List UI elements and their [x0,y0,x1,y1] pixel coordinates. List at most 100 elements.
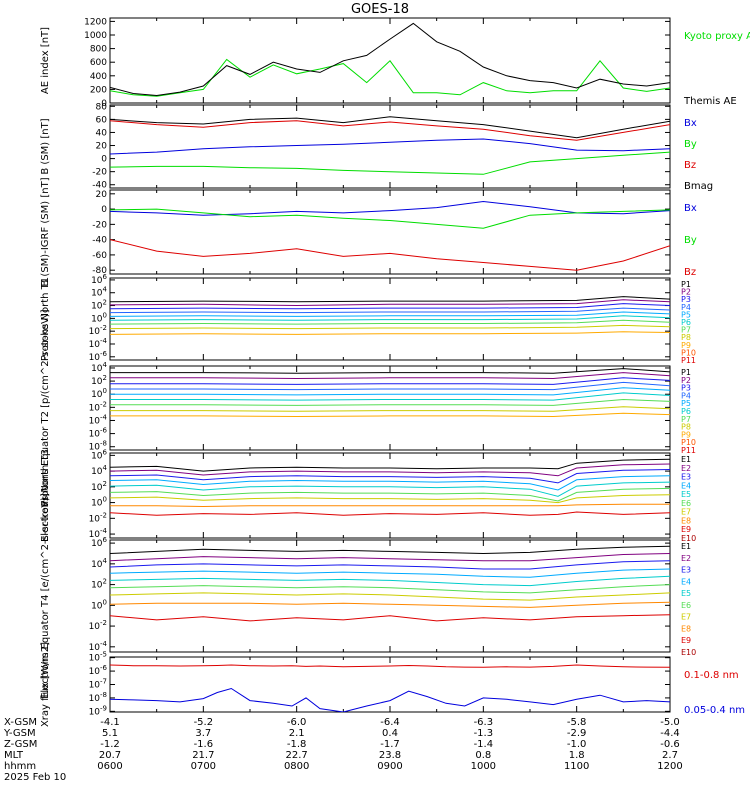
y-tick-label: 102 [91,480,107,493]
x-tick-label: 1000 [471,761,496,772]
series-line-p4 [110,381,670,391]
y-tick-label: 102 [91,578,107,591]
legend-entry: P6 [681,318,691,327]
legend-entry: E1 [681,542,691,551]
legend-entry: Bmag [684,181,713,192]
legend-entry: P8 [681,423,691,432]
legend-entry: E4 [681,481,691,490]
time-row-value: -1.4 [474,739,494,750]
legend-entry: P8 [681,333,691,342]
time-row-value: -6.4 [380,717,400,728]
series-line-e3 [110,469,670,484]
y-tick-label: 104 [91,464,107,477]
legend-entry: P2 [681,376,691,385]
legend-entry: P9 [681,341,691,350]
series-line-kyoto-proxy-ae [110,58,670,97]
legend-entry: Bz [684,267,696,278]
panel-2: -40 -20 0 20 40 60 80 B (SM) [nT] Bx By Bz Bmag [40,102,713,192]
time-row-value: -6.3 [474,717,494,728]
time-row-value: -1.6 [194,739,214,750]
y-tick-label: -40 [92,236,107,246]
time-row-value: 2.1 [289,728,305,739]
legend-entry: P2 [681,288,691,297]
time-row-value: -4.4 [660,728,680,739]
y-tick-label: 10-9 [89,704,107,717]
time-row-label: 2025 Feb 10 [4,772,66,783]
time-row-value: -1.2 [100,739,120,750]
y-tick-label: -20 [92,168,107,178]
legend-entry: E6 [681,499,691,508]
legend-entry: P1 [681,368,691,377]
legend-entry: P10 [681,438,696,447]
y-tick-label: 10-7 [89,678,107,691]
series-line-bx [110,200,670,216]
time-row-value: 22.7 [286,750,308,761]
panel-3: -80 -60 -40 -20 0 20 B (SM)-IGRF (SM) [nT] Bx By… [40,177,697,286]
time-row-value: 5.1 [102,728,118,739]
series-line-e6 [110,487,670,502]
y-tick-label: 100 [91,387,107,400]
legend-entry: P10 [681,348,696,357]
series-line-p9 [110,412,670,418]
legend-entry: E6 [681,601,691,610]
time-row-label: MLT [4,750,24,761]
series-line-e2 [110,463,670,477]
legend-entry: E3 [681,566,691,575]
legend-entry: E2 [681,554,691,563]
series-line-e6 [110,584,670,594]
series-line-bmag [110,116,670,139]
y-tick-label: -80 [92,266,107,276]
legend-entry: P11 [681,446,696,455]
series-line-e2 [110,553,670,562]
legend-entry: E7 [681,508,691,517]
y-tick-label: -40 [92,181,107,191]
time-row-value: -5.2 [194,717,214,728]
series-line-p2 [110,372,670,380]
series-line-0-1-0-8-nm [110,664,670,668]
y-tick-label: 102 [91,374,107,387]
series-group [110,458,670,516]
y-axis-label: Electrons Equator T4 [e/(cm^2-s-sr-keV)] [40,493,51,699]
legend-entry: E3 [681,473,691,482]
series-line-e7 [110,592,670,601]
y-axis-label: Electrons North T3 [40,449,51,542]
y-tick-label: 10-2 [89,619,107,632]
y-tick-label: 10-2 [89,400,107,413]
y-tick-label: -20 [92,220,107,230]
time-row-label: hhmm [4,761,36,772]
series-line-p1 [110,368,670,374]
series-line-by [110,151,670,175]
x-tick-label: 0900 [377,761,402,772]
y-tick-label: 800 [90,45,107,55]
series-group [110,116,670,175]
x-tick-label: 1200 [657,761,682,772]
series-line-p4 [110,307,670,314]
plot-title: GOES-18 [351,2,409,17]
legend-entry: Themis AE [683,96,737,107]
panel-frame [109,277,671,361]
legend-entry: P3 [681,295,691,304]
panel-frame [109,189,671,275]
legend-entry: E2 [681,464,691,473]
y-tick-label: 0 [101,99,107,109]
legend-entry: E8 [681,624,691,633]
series-line-e8 [110,503,670,508]
time-row-value: 3.7 [195,728,211,739]
y-tick-label: 40 [96,128,108,138]
series-group [110,664,670,712]
series-line-p9 [110,331,670,335]
series-line-p8 [110,324,670,330]
x-tick-label: 0800 [284,761,309,772]
time-row-value: 2.7 [662,750,678,761]
series-line-p2 [110,299,670,307]
series-line-e7 [110,494,670,504]
panel-1: 0 200 400 600 800 1000 1200 AE index [nT] Kyoto … [40,17,750,109]
legend-entry: E8 [681,516,691,525]
series-line-0-05-0-4-nm [110,687,670,712]
y-tick-label: 104 [91,557,107,570]
time-row-value: 0.8 [475,750,491,761]
